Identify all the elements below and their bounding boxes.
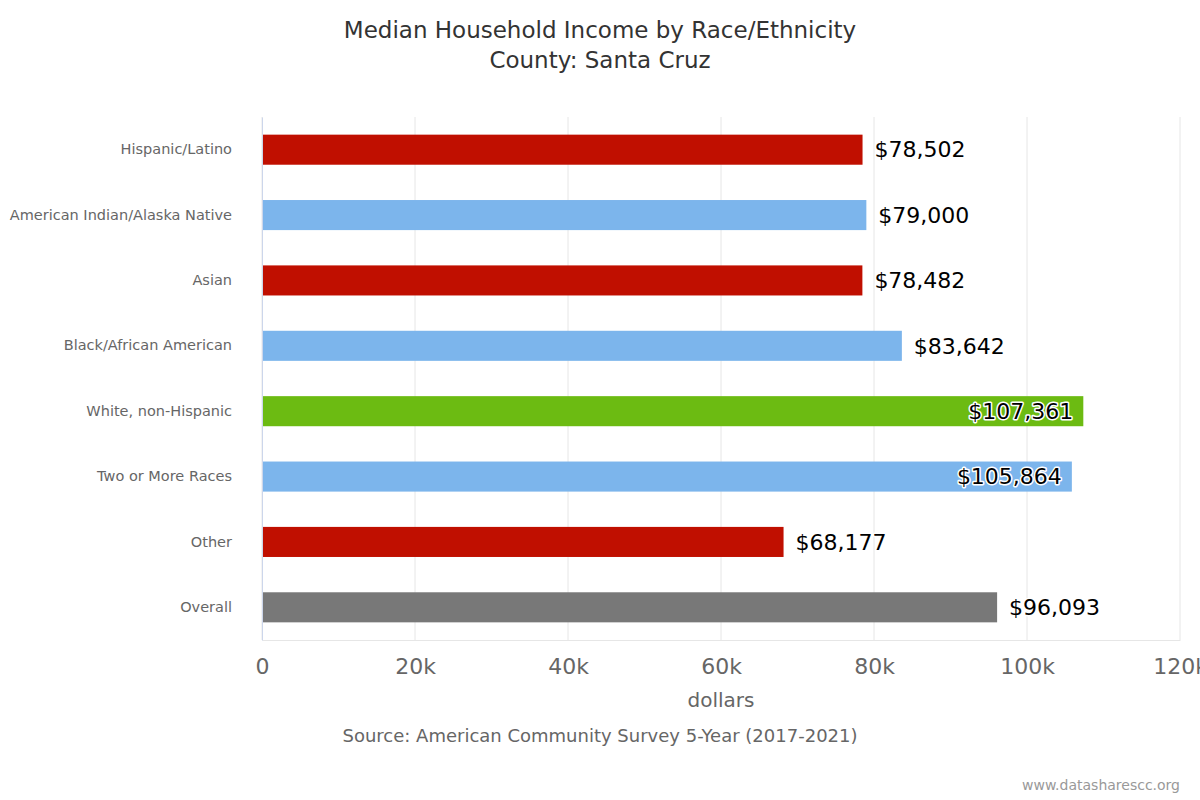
- y-axis-line: [262, 118, 263, 641]
- x-tick-label: 80k: [854, 654, 895, 679]
- y-axis: Hispanic/Latino American Indian/Alaska Na…: [10, 118, 263, 641]
- grid-line: [568, 117, 569, 640]
- x-tick: 0: [256, 640, 270, 679]
- grid-line: [262, 117, 263, 640]
- x-axis-line: [263, 640, 1181, 641]
- y-tick: Black/African American: [64, 337, 262, 353]
- x-tick-label: 60k: [701, 654, 742, 679]
- data-label: $96,093: [1009, 595, 1100, 620]
- x-tick-label: 20k: [395, 654, 436, 679]
- y-tick: Asian: [192, 272, 262, 288]
- grid: [262, 117, 1180, 640]
- data-label: $68,177: [796, 530, 887, 555]
- x-tick: 80k: [854, 640, 895, 679]
- grid-line: [721, 117, 722, 640]
- bar: [262, 135, 863, 165]
- bar: [262, 200, 866, 230]
- x-tick: 40k: [548, 640, 589, 679]
- subtitle: County: Santa Cruz: [489, 47, 710, 73]
- chart: Median Household Income by Race/Ethnicit…: [0, 0, 1200, 800]
- data-label: $107,361: [968, 399, 1073, 424]
- grid-line: [1027, 117, 1028, 640]
- y-tick-label: Two or More Races: [96, 468, 232, 484]
- y-tick-label: Hispanic/Latino: [121, 141, 233, 157]
- grid-line: [415, 117, 416, 640]
- x-tick-label: 100k: [1000, 654, 1055, 679]
- x-tick: 60k: [701, 640, 742, 679]
- plot: 0 20k 40k 60k 80k 100k 120k Hispanic/Latino Amer…: [10, 117, 1200, 679]
- bar: [262, 331, 902, 361]
- data-label: $78,502: [875, 137, 966, 162]
- bar: [262, 396, 1083, 426]
- bar: [262, 592, 997, 622]
- x-tick-label: 0: [256, 654, 270, 679]
- x-axis-title: dollars: [688, 688, 755, 712]
- data-labels: $78,502 $79,000 $78,482 $83,642 $107,361 $105…: [796, 137, 1101, 620]
- y-tick-label: Asian: [192, 272, 232, 288]
- bar: [262, 265, 862, 295]
- y-tick-label: Black/African American: [64, 337, 232, 353]
- y-tick: American Indian/Alaska Native: [10, 207, 262, 223]
- credit: www.datasharescc.org: [1022, 777, 1180, 793]
- data-label: $79,000: [878, 203, 969, 228]
- y-tick-label: Overall: [180, 599, 232, 615]
- x-tick-label: 40k: [548, 654, 589, 679]
- y-tick: Two or More Races: [96, 468, 262, 484]
- bar: [262, 527, 784, 557]
- y-tick: Hispanic/Latino: [121, 141, 262, 157]
- x-tick: 120k: [1153, 640, 1200, 679]
- x-tick-label: 120k: [1153, 654, 1200, 679]
- grid-line: [1180, 117, 1181, 640]
- x-tick: 100k: [1000, 640, 1055, 679]
- x-tick: 20k: [395, 640, 436, 679]
- y-tick-label: Other: [191, 534, 232, 550]
- y-tick-label: White, non-Hispanic: [86, 403, 232, 419]
- data-label: $105,864: [957, 464, 1062, 489]
- source-note: Source: American Community Survey 5-Year…: [342, 725, 857, 746]
- bar: [262, 462, 1072, 492]
- y-tick: Other: [191, 534, 262, 550]
- bars: [262, 135, 1083, 623]
- y-tick: White, non-Hispanic: [86, 403, 262, 419]
- title: Median Household Income by Race/Ethnicit…: [344, 17, 856, 43]
- x-axis: 0 20k 40k 60k 80k 100k 120k: [256, 640, 1200, 679]
- y-tick: Overall: [180, 599, 262, 615]
- grid-line: [874, 117, 875, 640]
- y-tick-label: American Indian/Alaska Native: [10, 207, 232, 223]
- data-label: $83,642: [914, 334, 1005, 359]
- data-label: $78,482: [874, 268, 965, 293]
